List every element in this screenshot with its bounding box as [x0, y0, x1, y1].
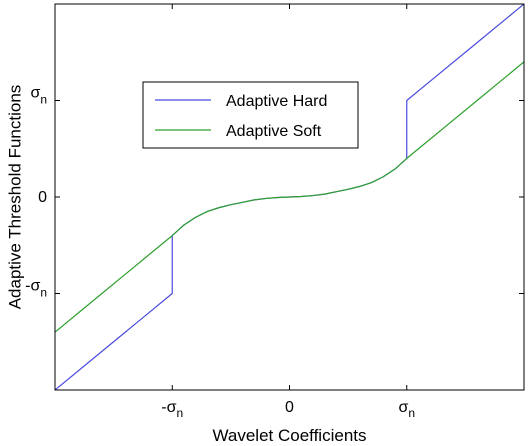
- y-tick-sub-2: n: [40, 93, 47, 107]
- x-tick-sub-0: n: [177, 406, 184, 420]
- x-tick-sub-2: n: [408, 406, 415, 420]
- legend-label-2: Adaptive Soft: [226, 123, 322, 140]
- y-tick-label-1: 0: [38, 189, 47, 206]
- series-line-2: [55, 61, 524, 333]
- x-axis-title: Wavelet Coefficients: [212, 426, 366, 445]
- legend-label-1: Adaptive Hard: [226, 93, 327, 110]
- y-tick-sub-0: n: [40, 286, 47, 300]
- x-tick-label-1: 0: [285, 399, 294, 416]
- legend-box: [142, 81, 359, 149]
- legend: Adaptive Hard Adaptive Soft: [142, 81, 359, 149]
- series-layer: [55, 4, 524, 390]
- y-axis-title: Adaptive Threshold Functions: [5, 85, 24, 310]
